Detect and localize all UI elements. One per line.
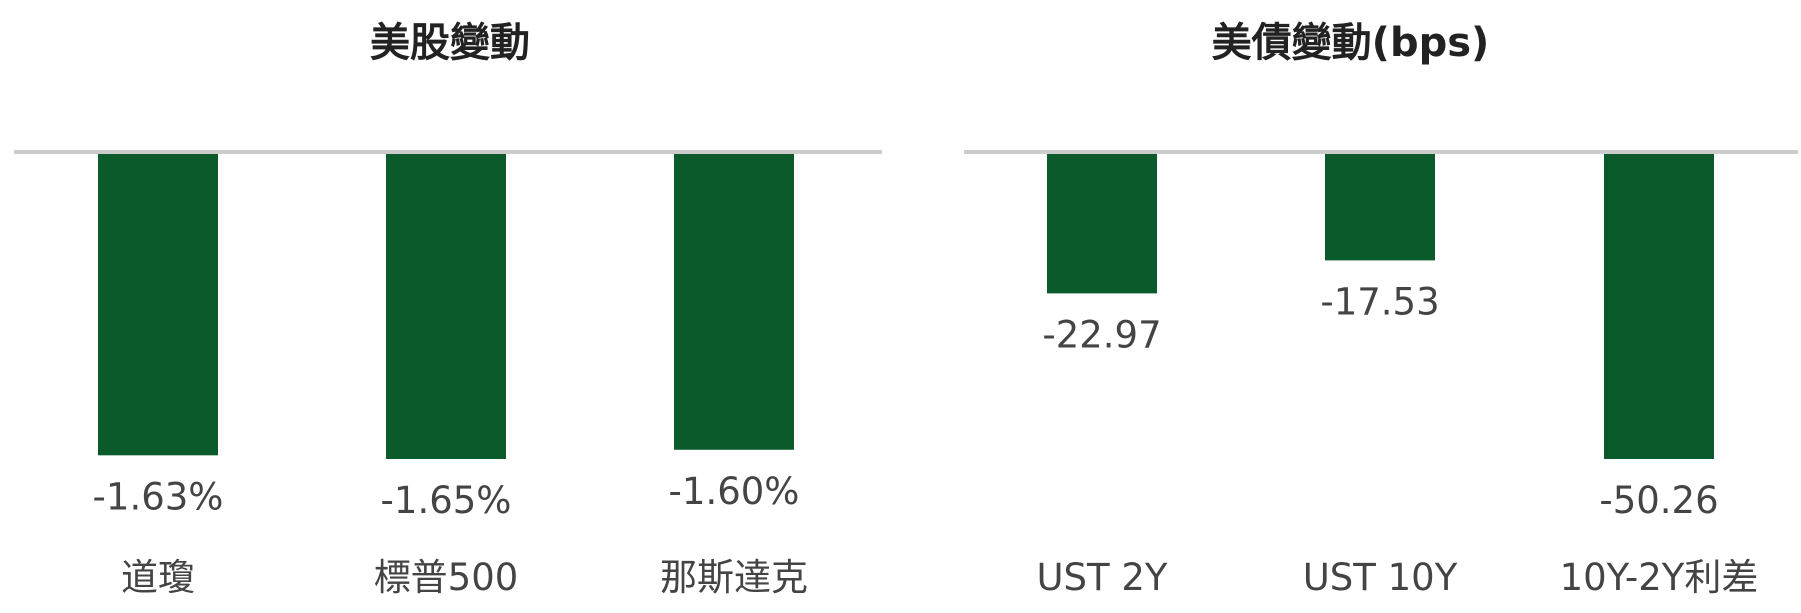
category-label: 道瓊 (121, 556, 195, 599)
bond-bar-chart: -22.97 UST 2Y -17.53 UST 10Y -50.26 10Y-2Y利差 (964, 150, 1798, 599)
category-label: 10Y-2Y利差 (1560, 556, 1759, 599)
category-label: UST 2Y (1036, 556, 1167, 599)
category-label: 標普500 (374, 556, 519, 599)
stock-chart-title: 美股變動 (370, 20, 530, 66)
bond-chart-title: 美債變動(bps) (1211, 20, 1490, 66)
bar-1-2 (1604, 154, 1714, 459)
bar-0-0 (98, 154, 218, 456)
bar-value-label: -17.53 (1320, 280, 1439, 323)
stock-change-chart: 美股變動 -1.63% 道瓊 -1.65% 標普500 -1.60% 那斯達克 (0, 0, 900, 613)
bar-1-0 (1047, 154, 1157, 294)
bar-value-label: -22.97 (1042, 313, 1161, 356)
bar-value-label: -1.65% (381, 479, 512, 522)
category-label: UST 10Y (1303, 556, 1458, 599)
bar-0-1 (386, 154, 506, 459)
bar-value-label: -1.63% (93, 475, 224, 518)
stock-bar-chart: -1.63% 道瓊 -1.65% 標普500 -1.60% 那斯達克 (14, 150, 882, 599)
category-label: 那斯達克 (660, 556, 808, 599)
bar-0-2 (674, 154, 794, 450)
bond-change-chart: 美債變動(bps) -22.97 UST 2Y -17.53 UST 10Y -50.2… (900, 0, 1801, 613)
bar-1-1 (1325, 154, 1435, 261)
bar-value-label: -50.26 (1599, 479, 1718, 522)
bar-value-label: -1.60% (669, 470, 800, 513)
